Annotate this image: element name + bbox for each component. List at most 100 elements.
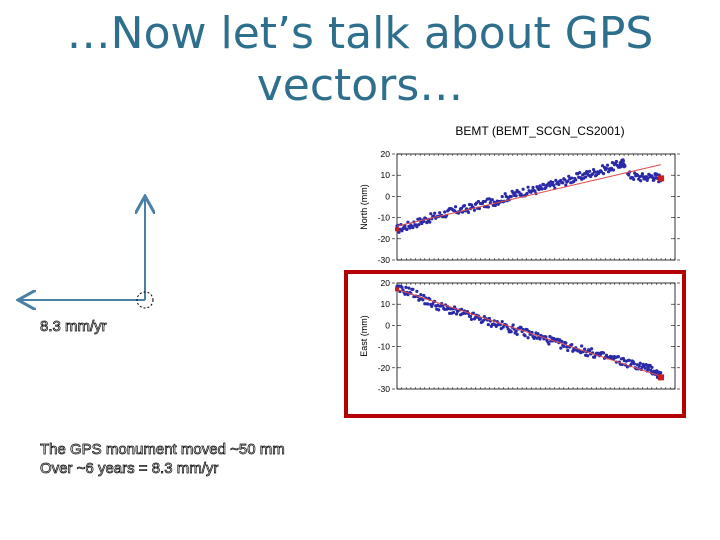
north-startpoint-marker: [395, 227, 399, 232]
north-data-point: [537, 187, 541, 192]
east-y-tick-label: -30: [378, 384, 391, 394]
north-data-point: [397, 230, 401, 234]
east-data-point: [469, 317, 474, 321]
east-data-point: [659, 371, 663, 375]
east-data-point: [637, 364, 641, 368]
east-data-point: [515, 332, 519, 337]
east-data-point: [646, 367, 650, 371]
explanation-note: The GPS monument moved ~50 mm Over ~6 ye…: [40, 440, 285, 478]
north-data-point: [525, 191, 529, 196]
north-y-tick-label: 20: [381, 149, 391, 159]
north-data-point: [604, 166, 609, 171]
north-data-point: [496, 202, 500, 206]
north-data-point: [476, 199, 481, 204]
north-data-point: [443, 210, 447, 214]
east-data-point: [422, 293, 426, 298]
east-y-tick-label: -10: [378, 342, 391, 352]
east-data-point: [500, 319, 504, 324]
east-data-point: [586, 354, 590, 358]
east-data-point: [566, 348, 570, 353]
north-plot: 20 10 0 -10 -20 -30 North (mm): [355, 148, 685, 270]
slide-title: …Now let’s talk about GPS vectors…: [0, 8, 720, 112]
east-data-point: [509, 330, 513, 334]
east-endpoint-marker: [658, 374, 665, 381]
north-data-point: [411, 226, 415, 230]
north-data-point: [415, 225, 419, 229]
east-data-point: [590, 347, 594, 351]
east-data-point: [632, 362, 636, 366]
north-trend-line: [396, 164, 662, 227]
east-data-point: [570, 342, 574, 347]
east-data-point: [406, 293, 410, 297]
title-line-1: …Now let’s talk about GPS: [66, 8, 654, 59]
east-data-point: [588, 349, 592, 353]
north-data-point: [488, 201, 492, 205]
east-data-point: [514, 329, 518, 333]
east-data-point: [419, 293, 423, 297]
north-data-point: [605, 163, 610, 167]
north-y-tick-label: 0: [385, 191, 390, 201]
east-data-point: [650, 365, 654, 370]
east-startpoint-marker: [395, 287, 399, 292]
east-data-point: [629, 362, 633, 366]
north-y-tick-label: -20: [378, 234, 391, 244]
north-data-point: [652, 176, 657, 180]
north-data-point: [420, 221, 424, 226]
north-data-point: [490, 198, 494, 202]
north-data-point: [462, 203, 467, 208]
east-data-point: [559, 346, 563, 350]
north-data-point: [540, 187, 544, 191]
east-data-point: [583, 347, 587, 351]
title-line-2: vectors…: [256, 60, 464, 111]
east-y-tick-label: 10: [381, 299, 391, 309]
north-data-point: [632, 177, 636, 182]
north-plot-frame: [396, 153, 676, 261]
north-data-point: [583, 171, 587, 176]
north-data-point: [483, 199, 487, 203]
east-data-point: [523, 334, 527, 338]
north-data-point: [590, 172, 595, 176]
monument-origin-circle: [136, 291, 154, 309]
north-data-points: [395, 158, 663, 234]
east-data-point: [478, 317, 482, 321]
east-plot-svg: 20 10 0 -10 -20 -30 East (mm): [359, 278, 680, 394]
north-data-point: [584, 175, 588, 179]
north-data-point: [453, 205, 458, 209]
north-data-point: [552, 183, 556, 188]
north-data-point: [588, 169, 592, 173]
east-data-point: [526, 336, 530, 340]
north-data-point: [477, 206, 482, 211]
east-data-point: [486, 322, 490, 327]
east-data-point: [604, 353, 609, 357]
north-data-point: [428, 220, 432, 224]
note-line-2: Over ~6 years = 8.3 mm/yr: [40, 460, 219, 478]
north-y-tick-label: -30: [378, 255, 391, 265]
north-data-point: [566, 179, 570, 183]
east-data-point: [407, 286, 411, 290]
north-data-point: [418, 217, 422, 221]
north-data-point: [591, 167, 596, 172]
north-data-point: [526, 185, 530, 189]
north-data-point: [459, 206, 464, 210]
east-data-point: [426, 302, 430, 306]
east-trend-line: [396, 288, 662, 377]
east-data-point: [564, 341, 568, 345]
east-data-point: [638, 361, 642, 365]
north-data-point: [438, 211, 442, 215]
east-data-point: [421, 298, 425, 302]
east-data-point: [560, 339, 564, 344]
east-data-point: [437, 308, 441, 312]
north-data-point: [610, 161, 615, 165]
north-data-point: [466, 210, 471, 215]
east-data-point: [400, 285, 404, 289]
east-data-point: [451, 310, 456, 315]
north-endpoint-marker: [658, 175, 665, 182]
east-y-tick-label: 0: [385, 320, 390, 330]
north-data-point: [533, 189, 537, 193]
north-plot-svg: 20 10 0 -10 -20 -30 North (mm): [359, 149, 680, 265]
east-data-point: [511, 323, 515, 327]
north-data-point: [531, 185, 535, 190]
east-data-point: [411, 287, 415, 291]
north-data-point: [627, 173, 631, 177]
east-data-point: [601, 351, 606, 355]
